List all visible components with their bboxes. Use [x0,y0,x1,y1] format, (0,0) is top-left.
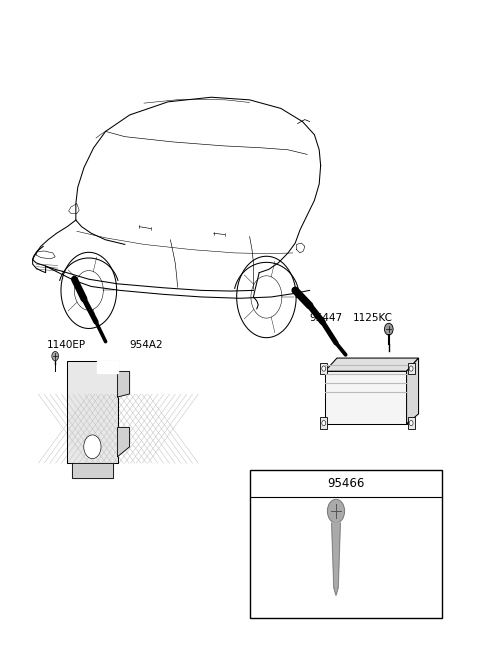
Polygon shape [325,358,419,371]
Bar [408,417,415,429]
Circle shape [409,366,413,371]
Circle shape [409,420,413,426]
Circle shape [384,323,393,335]
Polygon shape [407,358,419,424]
Polygon shape [118,372,130,397]
Bar [250,470,442,618]
Bar [408,363,415,374]
Text: 954A2: 954A2 [130,340,163,350]
Text: 95447: 95447 [310,313,343,323]
Text: 95466: 95466 [327,477,364,490]
Bar [67,361,118,463]
Polygon shape [97,361,118,373]
Circle shape [322,420,325,426]
Polygon shape [118,428,130,457]
Text: 1125KC: 1125KC [353,313,393,323]
Polygon shape [332,523,340,587]
Circle shape [84,435,101,459]
Bar [320,417,327,429]
Circle shape [327,499,345,523]
Polygon shape [325,371,407,424]
Circle shape [52,351,59,361]
Polygon shape [334,587,338,595]
Bar [67,361,118,463]
Polygon shape [72,463,113,478]
Circle shape [322,366,325,371]
Text: 1140EP: 1140EP [47,340,86,350]
Bar [320,363,327,374]
